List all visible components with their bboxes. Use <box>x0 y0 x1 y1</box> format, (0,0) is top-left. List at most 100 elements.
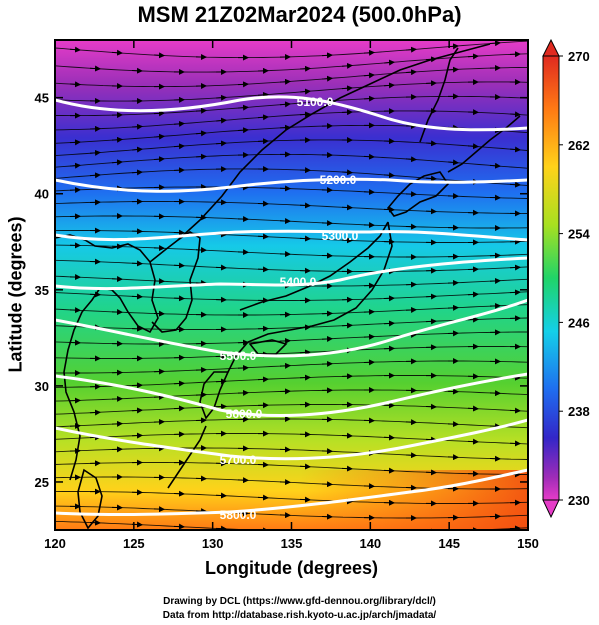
coast-taiwan <box>77 468 103 530</box>
wind-arrow <box>341 62 353 69</box>
wind-arrow <box>467 53 479 60</box>
axes: 120 125 130 135 140 145 150 25 30 35 40 45 <box>35 40 539 551</box>
coast-honshu <box>227 221 393 373</box>
colorbar-tick-label: 230 <box>568 493 590 508</box>
wind-arrow <box>111 159 123 166</box>
wind-arrow <box>489 40 501 47</box>
contour-label: 5200.0 <box>320 173 357 187</box>
colorbar-ticks: 270 262 254 246 238 230 <box>559 49 590 508</box>
wind-arrow <box>363 49 375 56</box>
wind-arrow <box>69 81 81 88</box>
wind-arrow <box>69 162 81 169</box>
contour-5700 <box>55 418 528 461</box>
wind-arrow <box>237 81 249 88</box>
wind-arrow <box>383 59 395 66</box>
wind-arrow <box>467 143 479 150</box>
wind-arrow <box>195 130 207 137</box>
wind-arrow <box>237 104 249 111</box>
wind-arrow <box>405 46 417 53</box>
credit-drawing: Drawing by DCL (https://www.gfd-dennou.o… <box>163 596 436 607</box>
y-tick-label: 25 <box>35 475 49 490</box>
wind-arrow <box>215 117 227 124</box>
x-tick-label: 140 <box>359 536 381 551</box>
wind-arrow <box>111 136 123 143</box>
wind-arrow <box>299 111 311 118</box>
wind-arrow <box>131 123 143 130</box>
wind-arrow <box>89 149 101 156</box>
contour-5100 <box>55 95 528 132</box>
wind-arrow <box>215 94 227 101</box>
colorbar-tick-label: 238 <box>568 404 590 419</box>
wind-arrow <box>279 124 291 131</box>
wind-arrow <box>363 72 375 79</box>
coast-shikoku <box>248 339 288 355</box>
wind-arrow <box>279 101 291 108</box>
x-tick-label: 130 <box>202 536 224 551</box>
wind-arrow <box>89 65 101 72</box>
wind-arrow <box>173 120 185 127</box>
wind-arrow <box>363 95 375 102</box>
wind-arrow <box>69 139 81 146</box>
x-axis-label: Longitude (degrees) <box>204 558 378 578</box>
wind-arrow <box>509 111 521 118</box>
contour-label: 5700.0 <box>220 453 257 467</box>
wind-arrow <box>321 52 333 59</box>
wind-arrow <box>257 91 269 98</box>
x-tick-label: 125 <box>123 536 145 551</box>
colorbar-tick-label: 246 <box>568 315 590 330</box>
coast-sakhalin <box>419 47 459 143</box>
wind-arrow <box>153 133 165 140</box>
coast-korea-east <box>149 231 201 333</box>
wind-arrow <box>195 153 207 160</box>
wind-arrow <box>489 162 501 169</box>
contour-5500 <box>55 298 528 358</box>
colorbar-body <box>542 55 560 501</box>
contour-label: 5600.0 <box>226 407 263 421</box>
contour-5800 <box>55 468 528 517</box>
y-tick-label: 40 <box>35 187 49 202</box>
coast-kyushu <box>199 371 230 420</box>
wind-arrow <box>89 172 101 179</box>
colorbar-tick-label: 254 <box>568 227 590 242</box>
wind-arrow <box>215 140 227 147</box>
contour-label: 5300.0 <box>322 229 359 243</box>
wind-arrow <box>425 140 437 147</box>
wind-arrow <box>153 52 165 59</box>
wind-arrow <box>383 82 395 89</box>
wind-arrow <box>405 69 417 76</box>
y-tick-label: 35 <box>35 283 49 298</box>
wind-arrow <box>299 88 311 95</box>
wind-arrow <box>341 169 353 176</box>
coast-ryukyu <box>167 425 207 489</box>
x-tick-label: 120 <box>44 536 66 551</box>
wind-arrow <box>341 85 353 92</box>
colorbar-bottom-arrow <box>542 499 560 519</box>
coastline <box>55 43 521 530</box>
credit-data-source: Data from http://database.rish.kyoto-u.a… <box>162 610 437 621</box>
wind-arrow <box>153 110 165 117</box>
wind-arrow <box>153 156 165 163</box>
contour-5300 <box>55 229 528 242</box>
wind-arrow <box>509 146 521 153</box>
contour-label: 5500.0 <box>220 349 257 363</box>
contour-label: 5800.0 <box>220 508 257 522</box>
wind-arrow <box>257 114 269 121</box>
wind-arrow <box>447 66 459 73</box>
contour-labels: 5100.0 5200.0 5300.0 5400.0 5500.0 5600.0 5700… <box>220 95 359 522</box>
colorbar-tick-label: 270 <box>568 49 590 64</box>
wind-arrow <box>405 156 417 163</box>
wind-arrow <box>131 169 143 176</box>
contour-5400 <box>55 256 528 291</box>
wind-arrow <box>383 172 395 179</box>
wind-arrow <box>131 146 143 153</box>
wind-arrow <box>279 78 291 85</box>
wind-arrow <box>173 143 185 150</box>
x-tick-label: 150 <box>517 536 539 551</box>
wind-arrow <box>237 127 249 134</box>
contour-5200 <box>55 177 528 193</box>
y-tick-label: 45 <box>35 91 49 106</box>
wind-arrow <box>111 49 123 56</box>
colorbar: 270 262 254 246 238 230 <box>542 38 590 519</box>
x-tick-label: 145 <box>438 536 460 551</box>
